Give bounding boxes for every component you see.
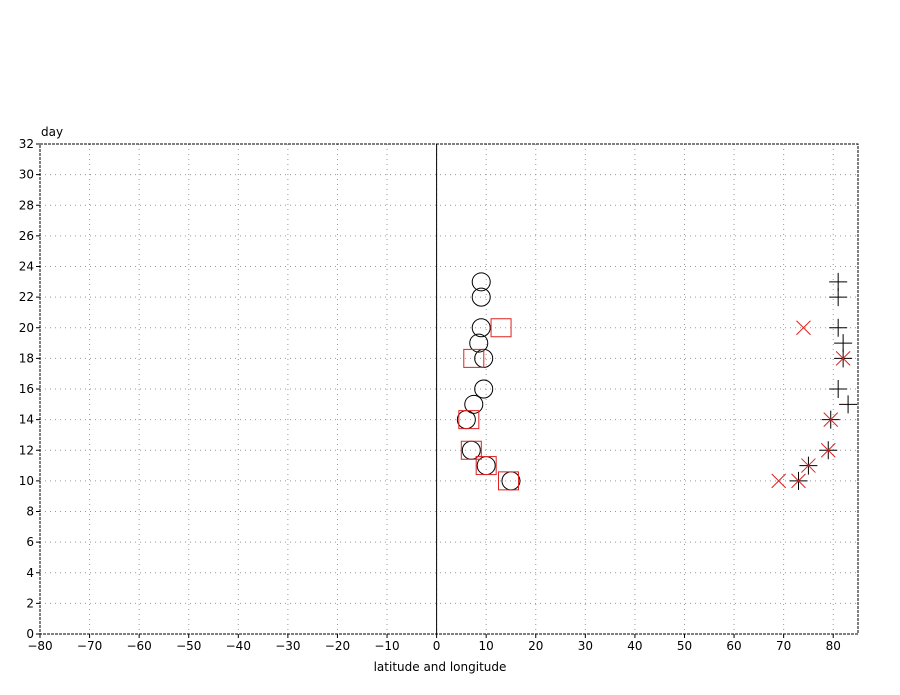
plus-marker bbox=[829, 318, 848, 337]
circle-marker bbox=[471, 318, 491, 338]
y-tick-label: 22 bbox=[19, 290, 34, 304]
y-tick-label: 2 bbox=[26, 596, 34, 610]
x-tick-label: 70 bbox=[776, 639, 791, 653]
y-tick-label: 14 bbox=[19, 413, 34, 427]
x-tick-label: 0 bbox=[433, 639, 441, 653]
x-tick-label: −30 bbox=[275, 639, 300, 653]
cross-marker bbox=[791, 473, 806, 489]
y-tick-label: 10 bbox=[19, 474, 34, 488]
circle-marker bbox=[469, 333, 489, 353]
y-tick-label: 16 bbox=[19, 382, 34, 396]
cross-marker bbox=[823, 412, 839, 427]
x-tick-label: 40 bbox=[627, 639, 642, 653]
square-marker bbox=[463, 348, 485, 368]
plus-marker bbox=[829, 272, 848, 291]
y-tick-label: 30 bbox=[19, 168, 34, 182]
y-tick-label: 6 bbox=[26, 535, 34, 549]
square-marker bbox=[497, 471, 519, 491]
axis-ticks bbox=[36, 143, 834, 638]
square-marker bbox=[490, 318, 512, 338]
x-tick-label: −60 bbox=[126, 639, 151, 653]
y-tick-label: 28 bbox=[19, 198, 34, 212]
x-tick-label: −50 bbox=[176, 639, 201, 653]
x-tick-label: 20 bbox=[528, 639, 543, 653]
x-tick-label: −80 bbox=[27, 639, 52, 653]
cross-marker bbox=[801, 458, 816, 473]
square-marker bbox=[460, 440, 482, 460]
cross-marker bbox=[796, 320, 811, 336]
y-tick-label: 24 bbox=[19, 260, 34, 274]
y-tick-label: 18 bbox=[19, 351, 34, 365]
cross-marker bbox=[835, 351, 851, 366]
x-tick-label: −70 bbox=[77, 639, 102, 653]
x-axis-title: latitude and longitude bbox=[374, 660, 507, 674]
circle-marker bbox=[464, 394, 484, 414]
y-tick-label: 32 bbox=[19, 137, 34, 151]
x-tick-label: 30 bbox=[578, 639, 593, 653]
cross-marker bbox=[771, 473, 787, 489]
square-marker bbox=[458, 410, 480, 430]
y-axis-title: day bbox=[41, 125, 63, 139]
x-tick-labels: −80 −70 −60 −50 −40 −30 −20 −10 0 10 20 30 40 50 60 70 8… bbox=[27, 639, 841, 653]
y-tick-label: 12 bbox=[19, 443, 34, 457]
x-tick-label: −40 bbox=[226, 639, 251, 653]
x-tick-label: 80 bbox=[826, 639, 841, 653]
cross-marker bbox=[820, 442, 836, 458]
x-tick-label: −20 bbox=[325, 639, 350, 653]
plus-marker bbox=[829, 380, 848, 398]
square-marker bbox=[475, 456, 497, 476]
x-tick-label: 10 bbox=[479, 639, 494, 653]
y-tick-label: 26 bbox=[19, 229, 34, 243]
circle-marker bbox=[471, 272, 491, 292]
plus-marker bbox=[834, 334, 853, 353]
circle-marker bbox=[471, 287, 491, 307]
x-tick-label: −10 bbox=[374, 639, 399, 653]
x-tick-label: 60 bbox=[726, 639, 741, 653]
data-marks bbox=[456, 272, 858, 491]
plus-marker bbox=[839, 395, 858, 414]
x-tick-label: 50 bbox=[677, 639, 692, 653]
plus-marker bbox=[829, 288, 848, 307]
y-tick-label: 0 bbox=[26, 627, 34, 641]
y-tick-label: 4 bbox=[26, 566, 34, 580]
circle-marker bbox=[474, 379, 494, 399]
y-tick-label: 8 bbox=[26, 505, 34, 519]
y-tick-label: 20 bbox=[19, 321, 34, 335]
